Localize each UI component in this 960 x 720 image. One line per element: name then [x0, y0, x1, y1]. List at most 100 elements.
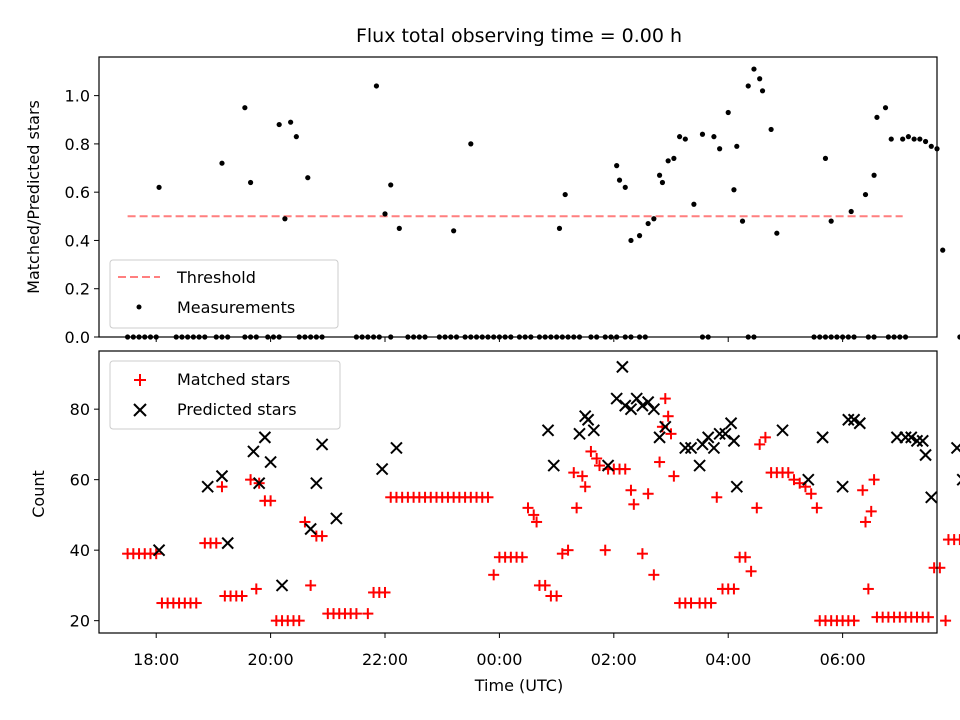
predicted-star-point — [619, 399, 632, 412]
matched-star-point — [571, 502, 583, 514]
x-tick-label: 22:00 — [362, 650, 408, 669]
measurement-point — [734, 143, 740, 149]
predicted-star-point — [587, 424, 600, 437]
measurement-point — [848, 208, 854, 215]
matched-star-point — [668, 470, 680, 482]
top-y-tick-label: 0.8 — [65, 135, 90, 154]
predicted-star-point — [836, 480, 849, 493]
predicted-legend-marker — [133, 403, 147, 417]
predicted-star-point — [201, 480, 214, 493]
measurement-point — [922, 138, 929, 145]
top-y-tick-label: 1.0 — [65, 87, 90, 106]
matched-star-point — [599, 544, 611, 556]
predicted-star-point — [910, 434, 924, 448]
matched-star-point — [848, 615, 860, 627]
matched-star-point — [293, 615, 305, 627]
measurement-point — [388, 182, 394, 188]
x-tick-label: 20:00 — [248, 650, 294, 669]
predicted-star-point — [247, 445, 260, 458]
predicted-star-point — [252, 476, 266, 490]
measurement-point — [562, 191, 568, 198]
matched-star-point — [857, 484, 869, 496]
predicted-star-point — [215, 469, 229, 483]
measurement-point — [305, 175, 311, 181]
predicted-star-point — [330, 512, 343, 525]
matched-star-point — [711, 491, 723, 503]
predicted-star-point — [390, 441, 403, 455]
measurements-legend-marker — [136, 304, 142, 310]
matched-star-point — [591, 453, 603, 465]
measurement-point — [671, 155, 677, 161]
measurement-point — [928, 143, 934, 149]
predicted-star-point — [802, 473, 815, 486]
matched-star-point — [751, 502, 763, 514]
matched-star-point — [662, 410, 674, 422]
matched-star-point — [216, 481, 228, 493]
predicted-star-point — [853, 417, 866, 430]
measurement-point — [905, 134, 911, 140]
bottom-legend: Matched stars Predicted stars — [109, 360, 341, 430]
measurement-point — [659, 179, 666, 186]
matched-star-point — [562, 544, 574, 556]
threshold-legend-label: Threshold — [176, 268, 256, 287]
measurement-point — [468, 141, 474, 147]
predicted-star-point — [264, 455, 277, 469]
bottom-y-tick-label: 80 — [70, 400, 90, 419]
predicted-star-point — [719, 427, 732, 441]
measurement-point — [757, 76, 763, 82]
matched-star-point — [728, 583, 740, 595]
predicted-star-point — [152, 543, 166, 557]
measurement-point — [774, 230, 780, 236]
measurement-point — [862, 191, 869, 198]
measurement-point — [636, 233, 643, 239]
bottom-axes-frame — [98, 350, 938, 634]
matched-star-point — [759, 431, 771, 443]
measurement-point — [645, 220, 651, 227]
predicted-star-point — [375, 462, 389, 476]
measurement-point — [911, 136, 917, 142]
measurement-point — [882, 105, 889, 111]
matched-star-point — [642, 488, 654, 500]
matched-star-point — [379, 586, 391, 598]
measurement-point — [940, 247, 946, 253]
matched-star-point — [305, 579, 317, 591]
measurement-point — [293, 134, 299, 140]
matched-star-point — [862, 583, 874, 595]
bottom-y-tick-label: 20 — [70, 612, 90, 631]
matched-star-point — [594, 460, 606, 472]
matched-star-point — [665, 428, 677, 440]
measurement-point — [822, 155, 829, 161]
measurement-point — [871, 172, 877, 178]
predicted-star-point — [684, 441, 698, 455]
predicted-star-point — [950, 441, 960, 455]
predicted-star-point — [925, 491, 938, 504]
matched-star-point — [705, 597, 717, 609]
matched-star-point — [210, 537, 222, 549]
matched-star-point — [805, 488, 817, 500]
matched-star-point — [625, 484, 637, 496]
measurement-point — [745, 83, 751, 89]
predicted-star-point — [956, 473, 960, 486]
top-legend: Threshold Measurements — [109, 259, 339, 329]
x-axis-label: Time (UTC) — [474, 676, 563, 695]
measurement-point — [219, 160, 225, 166]
measurement-point — [900, 136, 906, 142]
measurement-point — [739, 218, 746, 224]
matched-star-point — [568, 467, 580, 479]
measurement-point — [717, 146, 723, 152]
matched-star-point — [316, 530, 328, 542]
measurement-point — [699, 131, 706, 137]
measurement-point — [917, 136, 923, 142]
matched-star-point — [488, 569, 500, 581]
measurement-point — [957, 334, 960, 340]
predicted-star-point — [304, 522, 317, 536]
predicted-star-point — [258, 431, 272, 444]
predicted-star-point — [653, 431, 666, 444]
x-tick-label: 06:00 — [820, 650, 866, 669]
x-tick-label: 02:00 — [591, 650, 637, 669]
measurement-point — [665, 158, 671, 164]
matched-star-point — [528, 509, 540, 521]
bottom-y-tick-label: 60 — [70, 471, 90, 490]
matched-star-point — [190, 597, 202, 609]
